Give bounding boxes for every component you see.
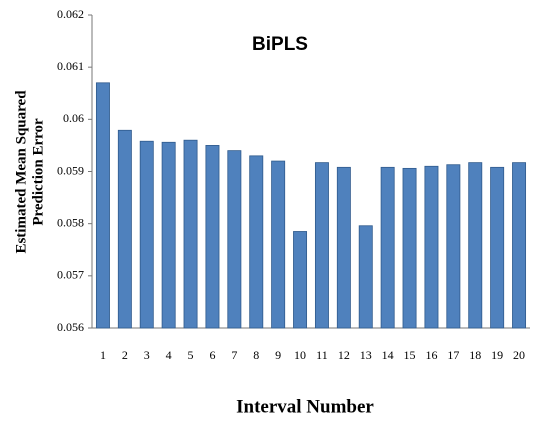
bar (95, 82, 110, 329)
x-tick-label: 5 (188, 348, 194, 362)
x-tick-label: 6 (209, 348, 215, 362)
x-tick-label: 13 (360, 348, 372, 362)
y-tick-label: 0.062 (57, 7, 84, 21)
bar (490, 166, 505, 329)
chart-title: BiPLS (252, 34, 308, 55)
x-tick-label: 8 (253, 348, 259, 362)
bar (161, 141, 176, 329)
bar (271, 160, 286, 329)
bar (293, 231, 308, 329)
bar (314, 162, 329, 329)
bar (249, 155, 264, 329)
x-tick-label: 17 (447, 348, 459, 362)
x-tick-label: 4 (166, 348, 172, 362)
bar (205, 145, 220, 329)
x-tick-label: 18 (469, 348, 481, 362)
bar (183, 139, 198, 329)
bar (336, 166, 351, 329)
x-tick-label: 20 (513, 348, 525, 362)
y-tick-label: 0.056 (57, 320, 84, 334)
y-axis-label: Estimated Mean Squared Prediction Error (13, 90, 46, 254)
x-tick-label: 12 (338, 348, 350, 362)
bar (227, 150, 242, 329)
y-axis-label-line: Prediction Error (30, 118, 46, 226)
bar (512, 162, 527, 329)
x-axis-label: Interval Number (236, 396, 374, 417)
bar (402, 167, 417, 329)
x-tick-label: 9 (275, 348, 281, 362)
y-tick-label: 0.058 (57, 215, 84, 229)
x-tick-label: 10 (294, 348, 306, 362)
bar (117, 129, 132, 329)
bar (424, 165, 439, 329)
x-tick-label: 7 (231, 348, 237, 362)
bar (358, 225, 373, 329)
x-tick-label: 19 (491, 348, 503, 362)
x-tick-label: 11 (316, 348, 328, 362)
x-tick-label: 15 (404, 348, 416, 362)
y-tick-label: 0.059 (57, 163, 84, 177)
x-tick-label: 1 (100, 348, 106, 362)
x-tick-label: 3 (144, 348, 150, 362)
y-tick-label: 0.057 (57, 268, 84, 282)
y-tick-label: 0.061 (57, 59, 84, 73)
y-axis-label-line: Estimated Mean Squared (13, 90, 29, 254)
bar (139, 140, 154, 329)
x-tick-label: 2 (122, 348, 128, 362)
y-tick-label: 0.06 (63, 111, 84, 125)
x-tick-label: 16 (425, 348, 437, 362)
bar (446, 164, 461, 329)
bar (468, 162, 483, 329)
x-tick-label: 14 (382, 348, 394, 362)
bar (380, 166, 395, 329)
